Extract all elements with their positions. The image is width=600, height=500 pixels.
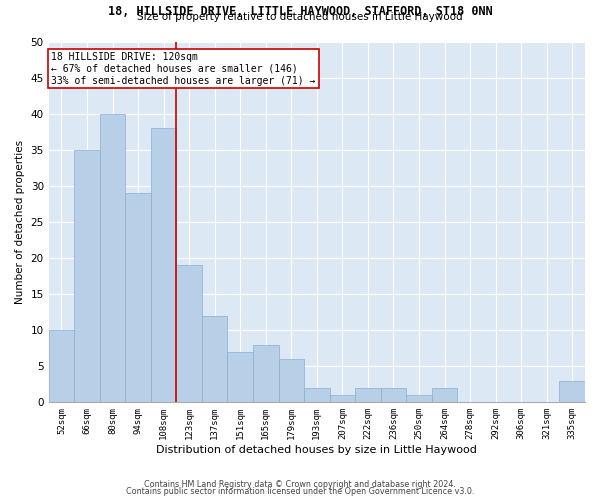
- Bar: [559, 380, 585, 402]
- Bar: [406, 395, 432, 402]
- Bar: [227, 352, 253, 403]
- Bar: [202, 316, 227, 402]
- Bar: [278, 359, 304, 403]
- Bar: [304, 388, 329, 402]
- Bar: [253, 344, 278, 403]
- X-axis label: Distribution of detached houses by size in Little Haywood: Distribution of detached houses by size …: [157, 445, 477, 455]
- Text: 18 HILLSIDE DRIVE: 120sqm
← 67% of detached houses are smaller (146)
33% of semi: 18 HILLSIDE DRIVE: 120sqm ← 67% of detac…: [52, 52, 316, 86]
- Bar: [432, 388, 457, 402]
- Text: 18, HILLSIDE DRIVE, LITTLE HAYWOOD, STAFFORD, ST18 0NN: 18, HILLSIDE DRIVE, LITTLE HAYWOOD, STAF…: [107, 5, 493, 18]
- Bar: [49, 330, 74, 402]
- Text: Contains public sector information licensed under the Open Government Licence v3: Contains public sector information licen…: [126, 487, 474, 496]
- Bar: [100, 114, 125, 403]
- Text: Contains HM Land Registry data © Crown copyright and database right 2024.: Contains HM Land Registry data © Crown c…: [144, 480, 456, 489]
- Bar: [329, 395, 355, 402]
- Bar: [176, 265, 202, 402]
- Y-axis label: Number of detached properties: Number of detached properties: [15, 140, 25, 304]
- Bar: [74, 150, 100, 403]
- Bar: [380, 388, 406, 402]
- Text: Size of property relative to detached houses in Little Haywood: Size of property relative to detached ho…: [137, 12, 463, 22]
- Bar: [355, 388, 380, 402]
- Bar: [125, 193, 151, 402]
- Bar: [151, 128, 176, 402]
